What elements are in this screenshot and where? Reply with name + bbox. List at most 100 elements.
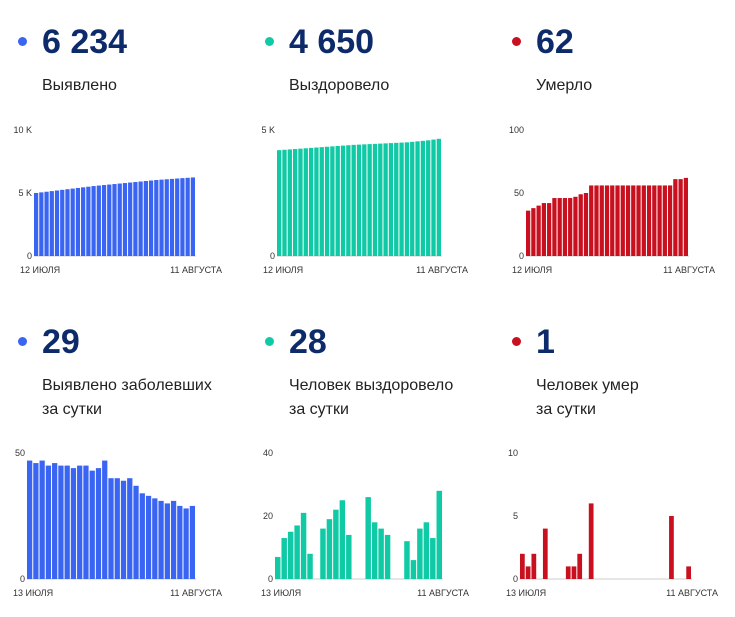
bar xyxy=(536,205,541,256)
bar xyxy=(320,528,326,579)
bar xyxy=(610,185,615,256)
bar xyxy=(371,522,378,579)
bar xyxy=(95,468,102,579)
x-tick-label-end: 11 АВГУСТА xyxy=(417,588,469,598)
stat-label: Выявлено заболевших xyxy=(42,377,212,394)
bar xyxy=(657,185,662,256)
y-tick-label: 5 xyxy=(513,511,518,521)
y-tick-label: 10 xyxy=(508,448,518,458)
bar xyxy=(190,177,195,256)
x-tick-label-start: 12 ИЮЛЯ xyxy=(263,265,303,275)
bar xyxy=(365,497,371,579)
chart-died-daily: 10 5 0 13 ИЮЛЯ 11 АВГУСТА xyxy=(506,448,718,598)
bar xyxy=(410,560,417,579)
bar xyxy=(577,553,583,579)
stat-label: Выздоровело xyxy=(289,77,390,94)
x-tick-label-start: 12 ИЮЛЯ xyxy=(512,265,552,275)
y-tick-label: 0 xyxy=(27,251,32,261)
y-tick-label: 0 xyxy=(20,574,25,584)
bar xyxy=(139,493,145,579)
bar xyxy=(287,149,292,256)
bar xyxy=(294,525,300,579)
y-tick-label: 50 xyxy=(514,188,524,198)
stat-value: 6 234 xyxy=(42,23,128,61)
bar xyxy=(86,186,91,256)
bar xyxy=(145,495,152,579)
bar xyxy=(426,140,431,256)
legend-dot xyxy=(18,337,27,346)
bar xyxy=(70,188,75,256)
bar xyxy=(287,531,294,579)
bar xyxy=(404,541,410,579)
bar xyxy=(127,478,133,579)
y-tick-label: 0 xyxy=(519,251,524,261)
bar xyxy=(531,208,536,256)
bar xyxy=(378,143,383,256)
bar xyxy=(335,146,340,256)
bar xyxy=(562,198,568,256)
x-tick-label-end: 11 АВГУСТА xyxy=(170,588,222,598)
bar xyxy=(122,183,128,256)
bar xyxy=(557,198,562,256)
bar xyxy=(599,185,604,256)
bar xyxy=(340,145,346,256)
y-tick-label: 40 xyxy=(263,448,273,458)
bar xyxy=(81,187,86,256)
bar xyxy=(112,184,117,256)
stat-label: Человек умер xyxy=(536,377,639,394)
bar xyxy=(526,210,531,256)
stat-label: за сутки xyxy=(289,401,349,418)
stat-label: Выявлено xyxy=(42,77,117,94)
bar xyxy=(436,490,442,579)
bar xyxy=(417,528,423,579)
bar xyxy=(631,185,636,256)
bar xyxy=(120,480,127,579)
bar xyxy=(91,186,96,256)
stat-value: 29 xyxy=(42,323,80,361)
bar xyxy=(281,538,287,579)
bar xyxy=(356,144,362,256)
bar xyxy=(404,142,410,256)
x-tick-label-end: 11 АВГУСТА xyxy=(663,265,715,275)
bar xyxy=(568,198,573,256)
bar xyxy=(107,184,112,256)
bar xyxy=(667,185,673,256)
bar xyxy=(378,528,384,579)
bar xyxy=(673,179,678,256)
bar xyxy=(128,182,133,256)
chart-detected: 10 K 5 K 0 12 ИЮЛЯ 11 АВГУСТА xyxy=(13,125,222,275)
bar xyxy=(133,182,138,256)
chart-recovered: 5 K 0 12 ИЮЛЯ 11 АВГУСТА xyxy=(261,125,468,275)
stat-value: 1 xyxy=(536,323,555,361)
y-tick-label: 0 xyxy=(513,574,518,584)
bar xyxy=(170,500,177,579)
y-tick-label: 5 K xyxy=(261,125,275,135)
bar xyxy=(604,185,610,256)
bar xyxy=(420,140,426,256)
bar xyxy=(388,143,394,256)
bar xyxy=(307,553,313,579)
bar xyxy=(362,144,367,256)
bar xyxy=(60,189,65,256)
bar xyxy=(625,185,631,256)
bar xyxy=(646,185,652,256)
bar xyxy=(423,522,430,579)
bar xyxy=(177,505,183,579)
bar xyxy=(620,185,625,256)
bar xyxy=(367,144,372,256)
bar xyxy=(52,463,58,579)
bar xyxy=(678,179,683,256)
bar xyxy=(683,177,688,256)
bar xyxy=(652,185,657,256)
bar xyxy=(70,468,77,579)
legend-dot xyxy=(18,37,27,46)
bar xyxy=(339,500,346,579)
bar xyxy=(686,566,691,579)
bar xyxy=(183,508,189,579)
x-tick-label-start: 12 ИЮЛЯ xyxy=(20,265,60,275)
chart-detected-daily: 50 0 13 ИЮЛЯ 11 АВГУСТА xyxy=(13,448,222,598)
x-tick-label-start: 13 ИЮЛЯ xyxy=(506,588,546,598)
bar xyxy=(314,147,319,256)
stat-label: Человек выздоровело xyxy=(289,377,454,394)
bar xyxy=(330,146,335,256)
